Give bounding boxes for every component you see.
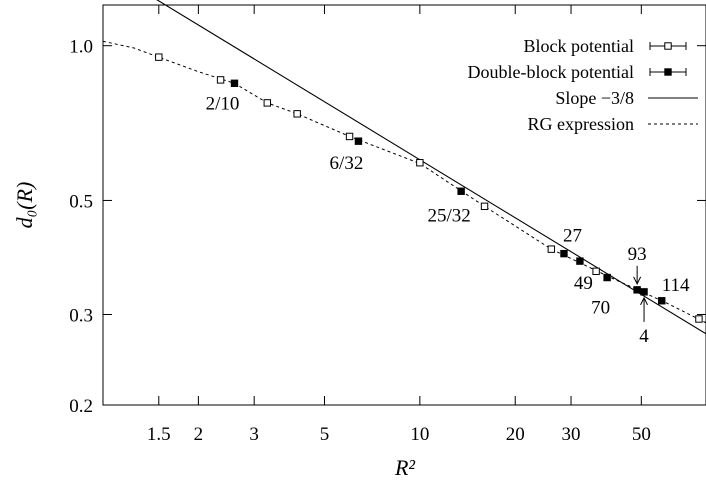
points-layer (155, 53, 703, 323)
x-tick-label: 2 (194, 424, 204, 445)
block-point (592, 267, 600, 276)
rg-expression-line (102, 40, 706, 324)
slope-line (156, 0, 706, 335)
block-point (480, 202, 489, 211)
annotation-label: 93 (628, 244, 647, 265)
x-tick-label: 5 (320, 424, 330, 445)
legend-label: RG expression (528, 114, 635, 134)
double-block-point (640, 288, 648, 296)
block-point (547, 245, 556, 253)
y-axis-label: d₀(R) (12, 182, 37, 229)
double-block-point (658, 297, 666, 305)
block-point (345, 132, 354, 141)
double-block-point (457, 187, 465, 195)
legend: Block potential Double-block potential Slo… (468, 36, 698, 134)
annotation-label: 2/10 (206, 93, 240, 114)
annotation-label: 49 (574, 273, 593, 294)
y-tick-label: 0.2 (69, 396, 93, 417)
annotation-label: 25/32 (428, 205, 471, 226)
double-block-point (354, 137, 363, 145)
block-point (216, 76, 225, 84)
annotation-label: 27 (563, 226, 582, 247)
double-block-point (603, 273, 611, 282)
x-tick-label: 30 (562, 424, 581, 445)
block-point (293, 110, 301, 118)
block-point (416, 159, 424, 167)
x-tick-label: 20 (506, 424, 525, 445)
block-point (695, 315, 703, 323)
annotation-arrowhead (633, 276, 642, 285)
annotation-label: 6/32 (330, 153, 364, 174)
x-axis-label: R² (394, 455, 415, 480)
legend-open-square (664, 42, 672, 50)
annotation-label: 114 (662, 275, 690, 296)
block-point (263, 99, 271, 107)
legend-label: Slope −3/8 (555, 88, 634, 108)
annotations-layer: 2/10 6/32 25/32 27 49 70 93 4 114 (206, 93, 690, 347)
legend-label: Block potential (524, 36, 634, 56)
legend-filled-square (664, 68, 672, 76)
y-tick-label: 0.5 (69, 191, 93, 212)
annotation-label: 70 (591, 298, 610, 319)
double-block-point (230, 79, 239, 88)
double-block-point (633, 286, 641, 294)
ticks-layer: 1.5 2 3 5 10 20 30 50 0.2 0.3 0.5 1.0 (69, 5, 706, 445)
block-point (155, 53, 163, 61)
double-block-point (576, 257, 584, 265)
x-tick-label: 10 (410, 424, 429, 445)
annotation-label: 4 (639, 326, 649, 347)
x-tick-label: 3 (249, 424, 259, 445)
lines-layer (102, 0, 706, 335)
y-tick-label: 0.3 (69, 305, 93, 326)
y-tick-label: 1.0 (69, 37, 93, 58)
x-tick-label: 50 (632, 424, 651, 445)
plot-frame (102, 4, 706, 406)
double-block-point (560, 249, 568, 258)
x-tick-label: 1.5 (147, 424, 171, 445)
annotation-arrowhead (640, 296, 648, 306)
legend-label: Double-block potential (468, 62, 634, 82)
